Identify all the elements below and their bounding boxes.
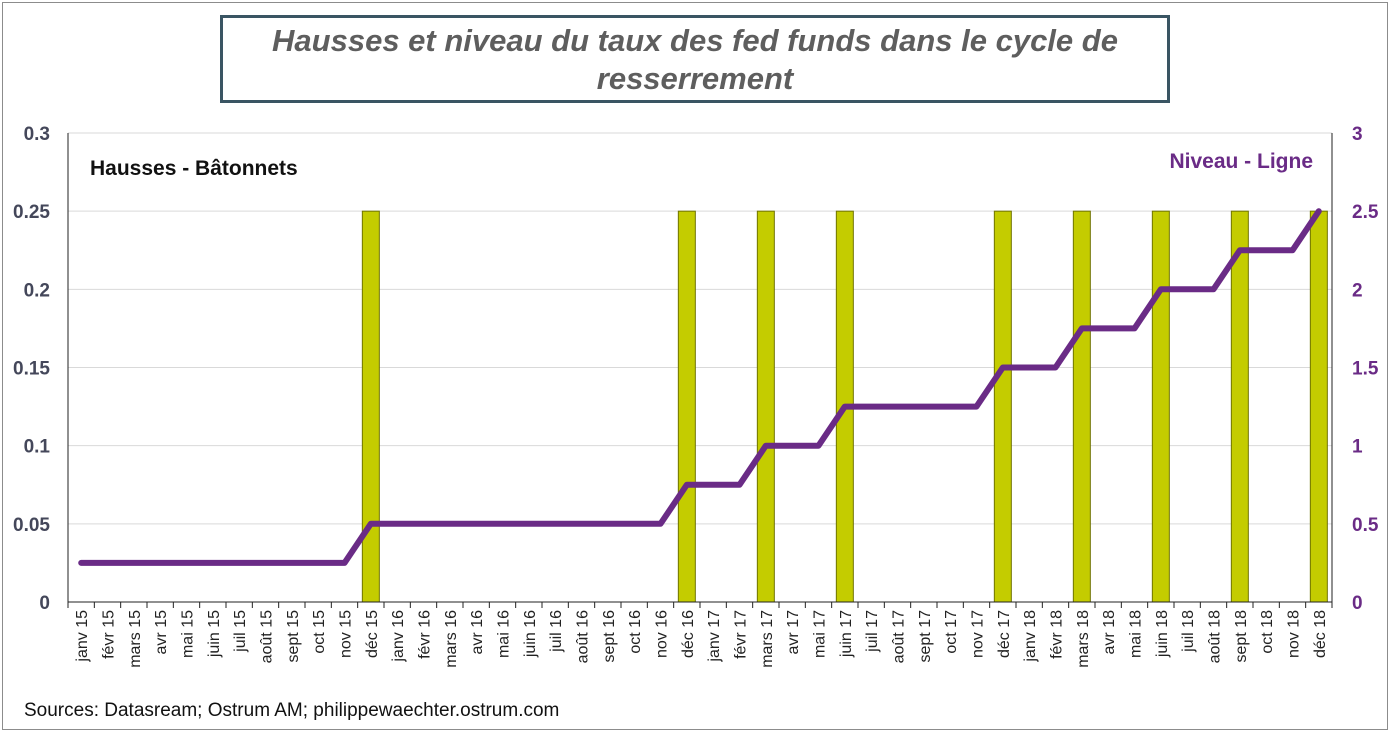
x-axis-tick-label: oct 15 [311,610,328,654]
x-axis-tick-label: mai 16 [496,610,513,658]
x-axis-tick-label: déc 15 [364,610,381,658]
right-axis-tick-label: 0 [1352,593,1363,614]
left-axis-tick-label: 0.15 [13,359,50,380]
right-axis-tick-label: 0.5 [1352,515,1379,536]
right-axis-tick-label: 2 [1352,280,1363,301]
left-axis-tick-label: 0.1 [24,437,51,458]
hike-bar [1151,210,1170,603]
x-axis-tick-label: déc 18 [1312,610,1329,658]
x-axis-tick-label: juin 17 [838,610,855,658]
left-axis-tick-label: 0 [39,593,50,614]
x-axis-tick-label: mars 18 [1075,610,1092,668]
labels-layer: 0 0.05 0.1 0.15 0.2 0.25 0.3 0 0.5 1 1.5 2 2.5 3 janv … [13,124,1379,668]
x-axis-tick-label: févr 18 [1049,610,1066,659]
x-axis-tick-label: mars 15 [127,610,144,668]
hike-bar [1309,210,1328,603]
left-axis-tick-label: 0.2 [24,280,50,301]
hike-bar [677,210,696,603]
x-axis-tick-label: nov 16 [654,610,671,658]
right-axis-tick-label: 1 [1352,437,1363,458]
x-axis-tick-label: sept 15 [285,610,302,663]
x-axis-tick-label: janv 15 [74,610,91,663]
x-axis-tick-label: mars 17 [759,610,776,668]
chart-title-box: Hausses et niveau du taux des fed funds … [220,15,1170,103]
x-axis-tick-label: févr 15 [101,610,118,659]
x-axis-tick-label: juil 17 [864,610,881,653]
hike-bar [361,210,380,603]
x-axis-tick-label: nov 15 [338,610,355,658]
right-axis-tick-label: 1.5 [1352,359,1379,380]
x-axis-tick-label: janv 17 [706,610,723,663]
x-axis-tick-label: nov 18 [1286,610,1303,658]
x-axis-tick-label: juin 16 [522,610,539,658]
x-axis-tick-label: juil 16 [548,610,565,653]
x-axis-tick-label: janv 16 [390,610,407,663]
left-axis-tick-label: 0.05 [13,515,50,536]
x-axis-tick-label: août 17 [891,610,908,663]
x-axis-tick-label: avr 16 [469,610,486,655]
chart-title: Hausses et niveau du taux des fed funds … [272,23,1118,96]
x-axis-tick-label: mai 18 [1128,610,1145,658]
x-axis-tick-label: déc 16 [680,610,697,658]
x-axis-tick-label: févr 17 [733,610,750,659]
x-axis-tick-label: avr 17 [785,610,802,655]
x-axis-tick-label: sept 17 [917,610,934,663]
level-line [78,208,1322,566]
x-axis-tick-label: oct 18 [1259,610,1276,654]
grid-layer [68,132,1332,525]
x-axis-tick-label: juin 15 [206,610,223,658]
x-axis-tick-label: août 16 [575,610,592,663]
legend-bars-label: Hausses - Bâtonnets [90,157,298,180]
x-axis-tick-label: févr 16 [417,610,434,659]
x-axis-tick-label: sept 18 [1233,610,1250,663]
x-axis-tick-label: août 18 [1207,610,1224,663]
x-axis-tick-label: mars 16 [443,610,460,668]
axes-layer [67,133,1333,608]
hike-bar [1230,210,1249,603]
hike-bar [1072,210,1091,603]
x-axis-tick-label: août 15 [259,610,276,663]
legend-line-label: Niveau - Ligne [1169,150,1313,173]
x-axis-tick-label: juil 18 [1180,610,1197,653]
source-note: Sources: Datasream; Ostrum AM; philippew… [24,700,560,721]
x-axis-tick-label: mai 17 [812,610,829,658]
x-axis-tick-label: déc 17 [996,610,1013,658]
x-axis-tick-label: mai 15 [180,610,197,658]
x-axis-tick-label: oct 17 [943,610,960,654]
right-axis-tick-label: 2.5 [1352,202,1379,223]
x-axis-tick-label: janv 18 [1022,610,1039,663]
x-axis-tick-label: avr 18 [1101,610,1118,655]
x-axis-tick-label: oct 16 [627,610,644,654]
hike-bar [993,210,1012,603]
left-axis-tick-label: 0.25 [13,202,50,223]
x-axis-tick-label: avr 15 [153,610,170,655]
left-axis-tick-label: 0.3 [24,124,50,145]
x-axis-tick-label: nov 17 [970,610,987,658]
hike-bar [756,210,775,603]
bars-layer [361,210,1328,603]
line-layer [78,208,1322,566]
x-axis-tick-label: sept 16 [601,610,618,663]
x-axis-tick-label: juil 15 [232,610,249,653]
right-axis-tick-label: 3 [1352,124,1363,145]
x-axis-tick-label: juin 18 [1154,610,1171,658]
